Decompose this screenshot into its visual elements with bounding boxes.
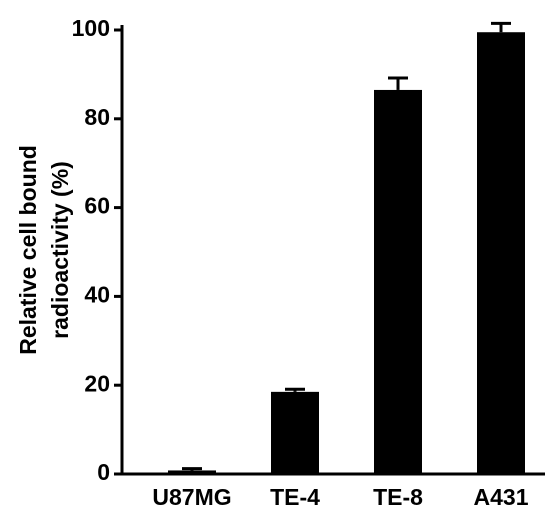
- y-axis-title-line: radioactivity (%): [47, 161, 73, 339]
- y-axis-title-line: Relative cell bound: [15, 145, 41, 355]
- y-tick-label: 80: [84, 104, 110, 130]
- bar: [477, 32, 525, 474]
- y-axis-title: Relative cell bound radioactivity (%): [15, 145, 73, 355]
- y-tick-label: 0: [97, 459, 110, 485]
- y-tick-label: 40: [84, 281, 110, 307]
- x-tick-label: A431: [474, 484, 529, 510]
- y-tick-label: 20: [84, 370, 110, 396]
- x-tick-label: U87MG: [152, 484, 231, 510]
- x-tick-label: TE-4: [270, 484, 320, 510]
- x-tick-label: TE-8: [373, 484, 423, 510]
- y-tick-label: 100: [72, 15, 110, 41]
- bar: [374, 89, 422, 474]
- bar: [271, 391, 319, 474]
- bar: [168, 470, 216, 474]
- y-tick-label: 60: [84, 193, 110, 219]
